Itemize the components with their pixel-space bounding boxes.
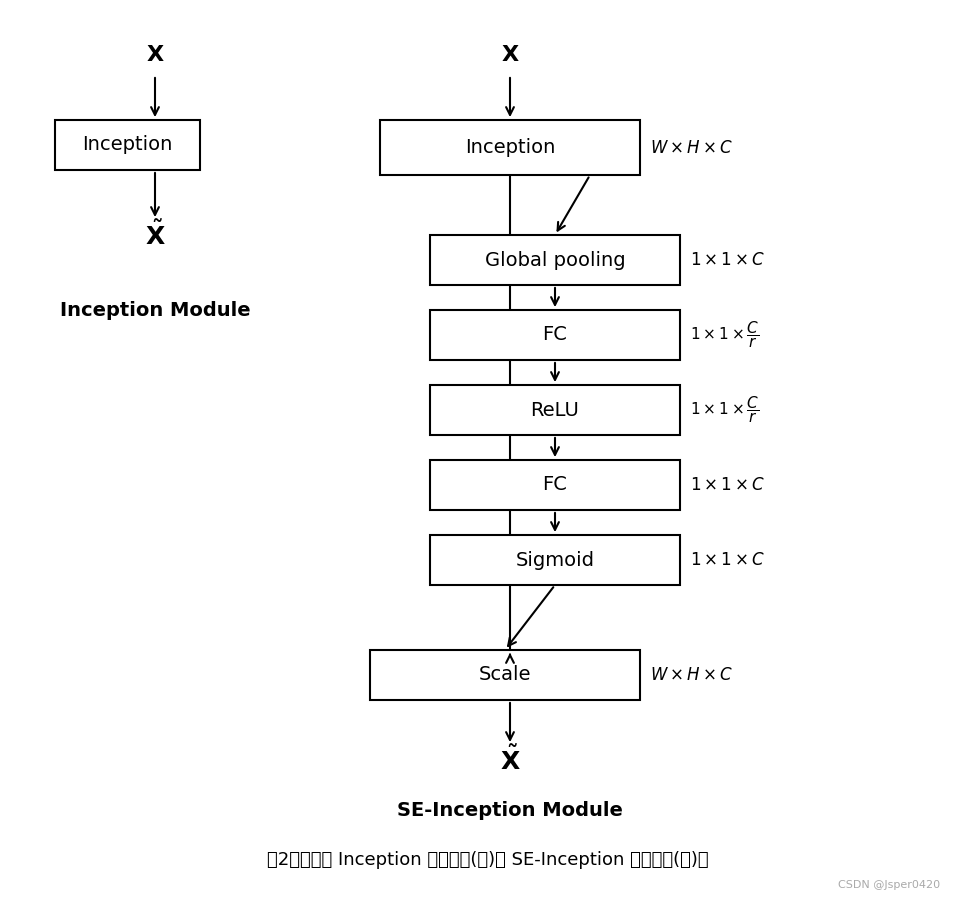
Bar xyxy=(380,120,640,175)
Text: $\tilde{\mathbf{X}}$: $\tilde{\mathbf{X}}$ xyxy=(499,745,521,775)
Text: $1\times1\times C$: $1\times1\times C$ xyxy=(690,251,766,269)
Text: 图2。最初的 Inception 模块架构(左)和 SE-Inception 模块架构(右)。: 图2。最初的 Inception 模块架构(左)和 SE-Inception 模… xyxy=(267,851,708,869)
Text: Global pooling: Global pooling xyxy=(485,251,625,270)
Bar xyxy=(55,120,200,170)
Bar xyxy=(430,535,680,585)
Text: $W\times H\times C$: $W\times H\times C$ xyxy=(650,139,734,157)
Text: $1\times1\times C$: $1\times1\times C$ xyxy=(690,476,766,494)
Text: Scale: Scale xyxy=(479,666,531,685)
Text: SE-Inception Module: SE-Inception Module xyxy=(397,800,623,820)
Text: Inception Module: Inception Module xyxy=(60,300,250,319)
Text: CSDN @Jsper0420: CSDN @Jsper0420 xyxy=(838,880,940,890)
Text: Inception: Inception xyxy=(82,135,173,154)
Text: $\mathbf{X}$: $\mathbf{X}$ xyxy=(146,45,164,65)
Bar xyxy=(430,235,680,285)
Text: Inception: Inception xyxy=(465,138,555,157)
Text: $1\times1\times\dfrac{C}{r}$: $1\times1\times\dfrac{C}{r}$ xyxy=(690,319,759,350)
Text: $1\times1\times C$: $1\times1\times C$ xyxy=(690,551,766,569)
Bar xyxy=(430,310,680,360)
Text: $1\times1\times\dfrac{C}{r}$: $1\times1\times\dfrac{C}{r}$ xyxy=(690,394,759,426)
Bar xyxy=(430,385,680,435)
Text: $\tilde{\mathbf{X}}$: $\tilde{\mathbf{X}}$ xyxy=(145,220,165,250)
Bar xyxy=(370,650,640,700)
Text: FC: FC xyxy=(542,475,568,494)
Text: $W\times H\times C$: $W\times H\times C$ xyxy=(650,666,734,684)
Text: ReLU: ReLU xyxy=(531,400,579,419)
Bar xyxy=(430,460,680,510)
Text: Sigmoid: Sigmoid xyxy=(516,550,594,569)
Text: $\mathbf{X}$: $\mathbf{X}$ xyxy=(500,45,520,65)
Text: FC: FC xyxy=(542,326,568,345)
